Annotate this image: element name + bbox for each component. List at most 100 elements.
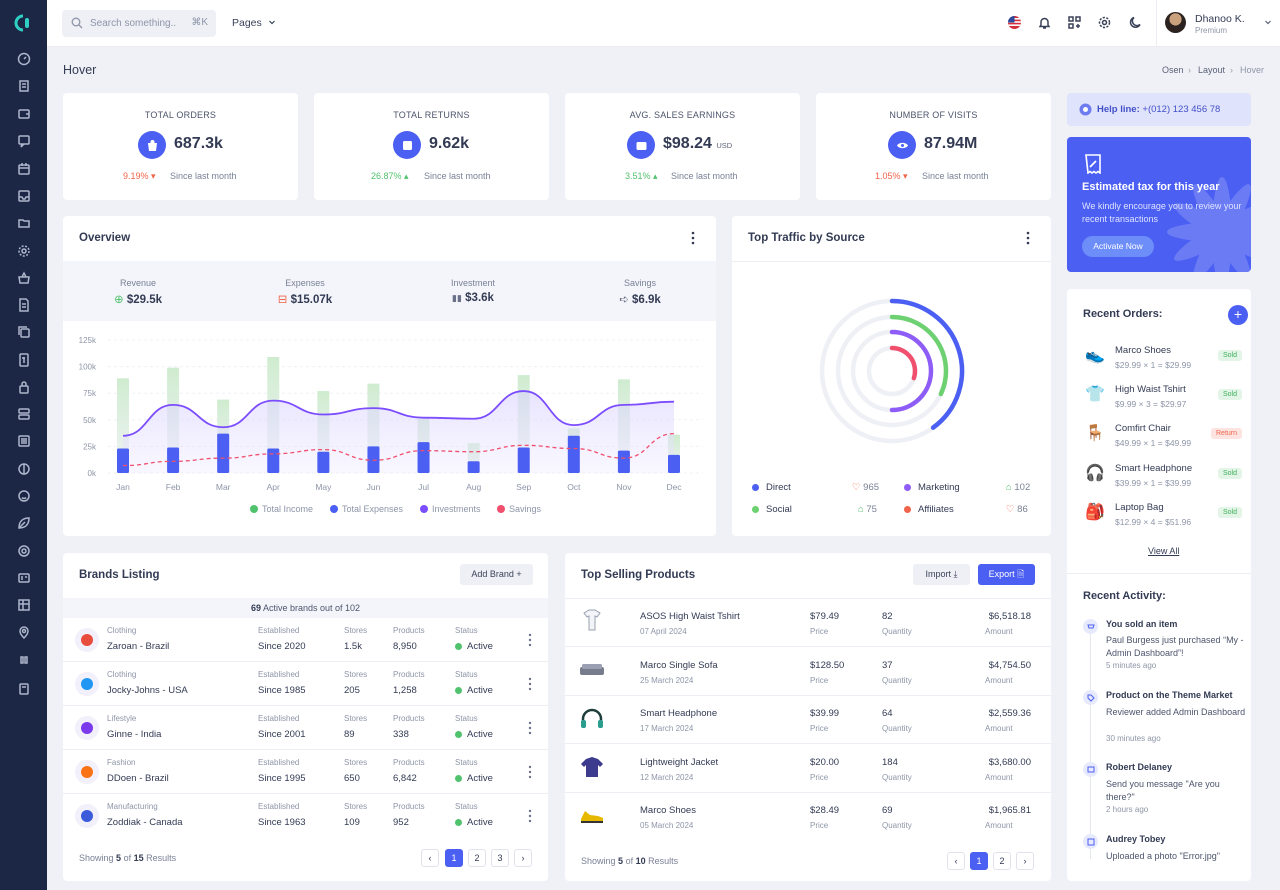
- add-brand-button[interactable]: Add Brand +: [460, 564, 533, 585]
- product-row[interactable]: Smart Headphone 17 March 2024 $39.99 Price 6…: [565, 696, 1051, 744]
- more-vertical-icon[interactable]: [527, 633, 533, 647]
- pagination-prev[interactable]: ‹: [947, 852, 965, 870]
- more-vertical-icon[interactable]: [527, 809, 533, 823]
- bar-total-expenses: [117, 448, 129, 473]
- top-products-footer: Showing 5 of 10 Results: [581, 856, 679, 866]
- pagination-next[interactable]: ›: [1016, 852, 1034, 870]
- more-vertical-icon[interactable]: [1025, 231, 1031, 245]
- breadcrumb-layout[interactable]: Layout: [1198, 65, 1226, 75]
- gear-icon[interactable]: [1097, 15, 1113, 31]
- more-vertical-icon[interactable]: [527, 765, 533, 779]
- contrast-icon[interactable]: [15, 460, 32, 477]
- calendar-icon[interactable]: [15, 160, 32, 177]
- chart-bars-icon: ▮▮: [452, 293, 462, 303]
- settings-icon[interactable]: [15, 242, 32, 259]
- status-badge: Sold: [1218, 389, 1243, 400]
- bar-total-expenses: [617, 450, 630, 473]
- inbox-icon[interactable]: [15, 187, 32, 204]
- map-pin-icon[interactable]: [15, 623, 32, 640]
- x-tick-label: Sep: [516, 482, 531, 492]
- product-quantity: 82: [882, 611, 893, 622]
- pagination-page[interactable]: 3: [491, 849, 509, 867]
- product-row[interactable]: ASOS High Waist Tshirt 07 April 2024 $79.4…: [565, 599, 1051, 647]
- stat-change: 9.19% ▾: [123, 171, 156, 181]
- legend-total-expenses[interactable]: Total Expenses: [330, 504, 403, 514]
- apps-icon[interactable]: [1067, 15, 1083, 31]
- leaf-icon[interactable]: [15, 514, 32, 531]
- pagination-next[interactable]: ›: [514, 849, 532, 867]
- pagination-page[interactable]: 2: [993, 852, 1011, 870]
- stat-label: TOTAL ORDERS: [144, 110, 217, 120]
- tshirt-icon: 👕: [1085, 386, 1105, 403]
- pagination-page[interactable]: 2: [468, 849, 486, 867]
- logo-icon[interactable]: [14, 14, 32, 32]
- import-button[interactable]: Import ⤓: [913, 564, 970, 585]
- document-icon[interactable]: [15, 296, 32, 313]
- stat-since: Since last month: [922, 171, 989, 181]
- pagination-prev[interactable]: ‹: [421, 849, 439, 867]
- search-input[interactable]: Search something.. ⌘K: [62, 10, 216, 37]
- status-badge: Sold: [1218, 468, 1243, 479]
- moon-icon[interactable]: [1128, 15, 1144, 31]
- brand-row[interactable]: Clothing Zaroan - Brazil Established Since …: [63, 618, 548, 662]
- pagination-page[interactable]: 1: [445, 849, 463, 867]
- more-vertical-icon[interactable]: [690, 231, 696, 245]
- copy-icon[interactable]: [15, 323, 32, 340]
- breadcrumb-osen[interactable]: Osen: [1162, 65, 1184, 75]
- product-row[interactable]: Lightweight Jacket 12 March 2024 $20.00 Pri…: [565, 745, 1051, 793]
- brand-row[interactable]: Fashion DDoen - Brazil Established Since 19…: [63, 750, 548, 794]
- brand-row[interactable]: Manufacturing Zoddiak - Canada Established…: [63, 794, 548, 838]
- product-quantity: 37: [882, 659, 893, 671]
- brand-row[interactable]: Clothing Jocky-Johns - USA Established Sinc…: [63, 662, 548, 706]
- col-stores: Stores: [344, 802, 368, 811]
- stat-since: Since last month: [170, 171, 237, 181]
- product-date: 05 March 2024: [640, 821, 694, 830]
- infinity-icon[interactable]: [15, 651, 32, 668]
- brand-row[interactable]: Lifestyle Ginne - India Established Since 2…: [63, 706, 548, 750]
- col-established: Established: [258, 758, 300, 767]
- brand-logo-icon: [75, 760, 99, 784]
- chat-icon[interactable]: [15, 132, 32, 149]
- user-menu[interactable]: Dhanoo K. Premium: [1156, 0, 1280, 47]
- invoice-icon[interactable]: [15, 351, 32, 368]
- y-tick-label: 25k: [83, 442, 97, 451]
- wallet-icon[interactable]: [15, 105, 32, 122]
- us-flag-icon[interactable]: [1007, 15, 1023, 31]
- product-row[interactable]: Marco Single Sofa 25 March 2024 $128.50 Pri…: [565, 648, 1051, 696]
- bell-icon[interactable]: [1037, 15, 1053, 31]
- bar-total-expenses: [417, 442, 430, 473]
- basket-icon[interactable]: [15, 269, 32, 286]
- dashboard-icon[interactable]: [15, 50, 32, 67]
- legend-marketing-value: ⌂ 102: [1006, 482, 1031, 493]
- pages-menu[interactable]: Pages: [232, 17, 276, 29]
- col-amount: Amount: [985, 675, 1013, 685]
- brand-products: 6,842: [393, 773, 417, 784]
- help-line[interactable]: Help line: +(012) 123 456 78: [1067, 93, 1251, 126]
- pagination-page[interactable]: 1: [970, 852, 988, 870]
- target-icon[interactable]: [15, 542, 32, 559]
- view-all-link[interactable]: View All: [1148, 546, 1180, 556]
- legend-investments[interactable]: Investments: [420, 504, 481, 514]
- user-name: Dhanoo K.: [1195, 13, 1245, 25]
- legend-savings[interactable]: Savings: [497, 504, 541, 514]
- add-order-button[interactable]: +: [1228, 305, 1248, 325]
- lock-icon[interactable]: [15, 378, 32, 395]
- bar-total-expenses: [267, 448, 280, 473]
- folder-icon[interactable]: [15, 214, 32, 231]
- more-vertical-icon[interactable]: [527, 677, 533, 691]
- brand-name: Zoddiak - Canada: [107, 817, 183, 828]
- export-button[interactable]: Export 🗎: [978, 564, 1035, 585]
- table-icon[interactable]: [15, 596, 32, 613]
- product-amount: $1,965.81: [988, 805, 1031, 816]
- id-card-icon[interactable]: [15, 569, 32, 586]
- list-icon[interactable]: [15, 432, 32, 449]
- brand-category: Fashion: [107, 758, 136, 767]
- legend-total-income[interactable]: Total Income: [250, 504, 313, 514]
- building-icon[interactable]: [15, 77, 32, 94]
- book-icon[interactable]: [15, 680, 32, 697]
- smile-icon[interactable]: [15, 487, 32, 504]
- more-vertical-icon[interactable]: [527, 721, 533, 735]
- server-icon[interactable]: [15, 405, 32, 422]
- product-row[interactable]: Marco Shoes 05 March 2024 $28.49 Price 69 Qua…: [565, 793, 1051, 841]
- activate-now-button[interactable]: Activate Now: [1082, 236, 1154, 257]
